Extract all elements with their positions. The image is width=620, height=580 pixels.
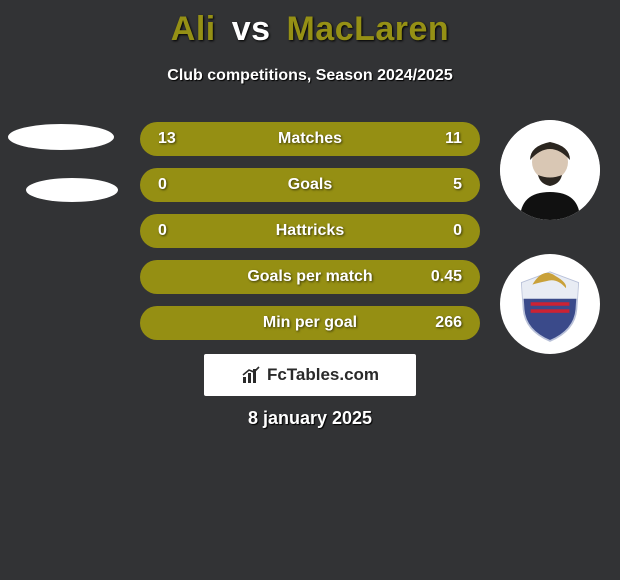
stat-label: Matches [140,130,480,148]
stat-label: Goals per match [140,268,480,286]
date-label: 8 january 2025 [0,408,620,429]
stat-row: 0Hattricks0 [140,214,480,248]
title-player1: Ali [171,10,216,48]
stat-value-left: 0 [158,222,167,240]
stat-label: Min per goal [140,314,480,332]
title-player2: MacLaren [286,10,449,48]
subtitle: Club competitions, Season 2024/2025 [0,67,620,85]
stat-row: Min per goal266 [140,306,480,340]
stat-row: 0Goals5 [140,168,480,202]
stat-value-right: 0.45 [431,268,462,286]
stat-value-left: 0 [158,176,167,194]
comparison-card: Ali vs MacLaren Club competitions, Seaso… [0,0,620,580]
player2-avatar [500,120,600,220]
stat-value-left: 13 [158,130,176,148]
page-title: Ali vs MacLaren [0,0,620,49]
stat-row: 13Matches11 [140,122,480,156]
stat-label: Goals [140,176,480,194]
stat-rows: 13Matches110Goals50Hattricks0Goals per m… [140,122,480,352]
player1-placeholder-2 [26,178,118,202]
stat-value-right: 5 [453,176,462,194]
stat-label: Hattricks [140,222,480,240]
stat-value-right: 11 [445,130,462,148]
stat-value-right: 266 [435,314,462,332]
player1-placeholder-1 [8,124,114,150]
player2-club-badge [500,254,600,354]
title-vs: vs [232,10,271,48]
shield-icon [506,260,594,348]
fctables-label: FcTables.com [267,365,379,385]
stat-value-right: 0 [453,222,462,240]
bar-chart-icon [241,365,261,385]
stat-row: Goals per match0.45 [140,260,480,294]
avatar-icon [500,120,600,220]
fctables-watermark: FcTables.com [204,354,416,396]
